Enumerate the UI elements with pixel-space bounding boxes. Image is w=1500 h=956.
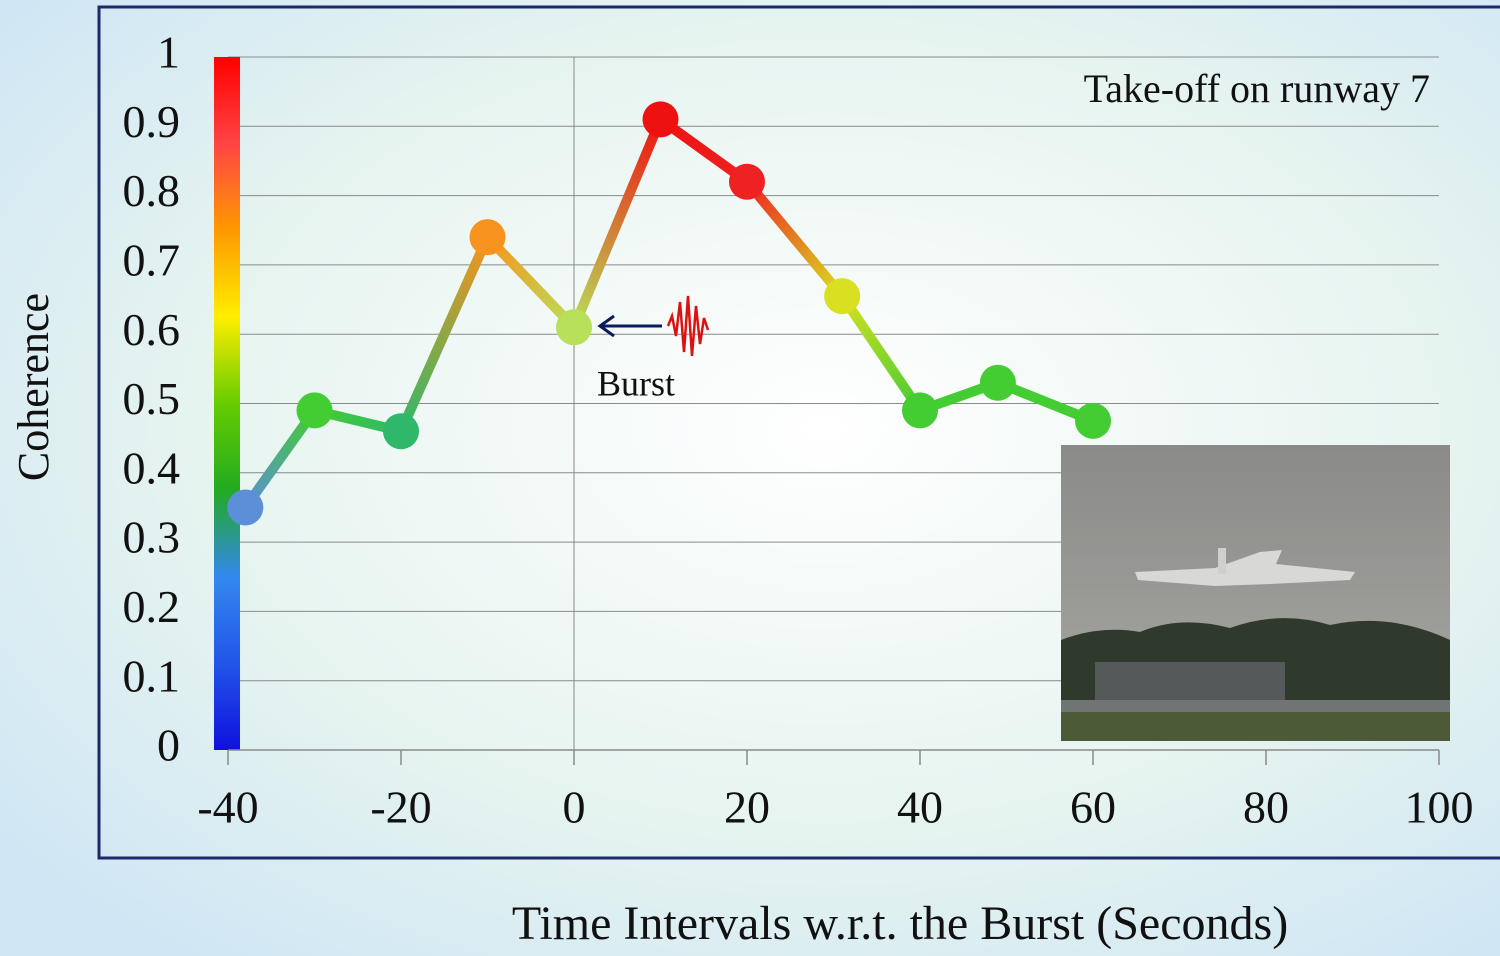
y-tick-label: 1 — [157, 27, 180, 78]
line-segment — [569, 117, 666, 330]
y-tick-label: 0.7 — [123, 234, 181, 285]
y-tick-label: 0.2 — [123, 581, 181, 632]
colorbar — [214, 57, 240, 750]
y-tick-label: 0.8 — [123, 165, 181, 216]
x-tick-label: 20 — [724, 782, 770, 833]
point — [979, 364, 1016, 401]
y-tick-label: 0.3 — [123, 512, 181, 563]
y-axis-label: Coherence — [9, 293, 58, 481]
y-tick-label: 0.9 — [123, 96, 181, 147]
line-segment — [241, 407, 319, 511]
x-tick-label: -40 — [197, 782, 258, 833]
y-tick-label: 0.4 — [123, 442, 181, 493]
frame — [97, 5, 1500, 860]
y-tick-label: 0 — [157, 720, 180, 771]
point — [469, 219, 506, 256]
point — [383, 413, 419, 450]
point — [556, 309, 592, 346]
point — [1075, 402, 1111, 439]
x-axis-label: Time Intervals w.r.t. the Burst (Seconds… — [512, 897, 1288, 950]
line-segment — [396, 235, 493, 434]
x-tick-label: 100 — [1405, 782, 1474, 833]
x-tick-label: 80 — [1243, 782, 1289, 833]
burst-arrow — [597, 295, 710, 357]
x-tick-label: 60 — [1070, 782, 1116, 833]
annotation: Take-off on runway 7 — [1084, 66, 1430, 111]
point — [824, 278, 861, 315]
line-segment — [743, 178, 846, 300]
line-segment — [838, 293, 925, 414]
point — [227, 489, 264, 526]
point — [902, 392, 938, 429]
y-tick-label: 0.1 — [123, 650, 181, 701]
x-tick-label: 0 — [563, 782, 586, 833]
photo-inset — [1061, 445, 1450, 741]
point — [729, 163, 765, 200]
annotation: Burst — [597, 363, 675, 403]
y-tick-label: 0.6 — [123, 304, 181, 355]
x-tick-label: -20 — [370, 782, 431, 833]
line-segment — [483, 233, 578, 331]
point — [642, 101, 679, 138]
y-tick-label: 0.5 — [123, 373, 181, 424]
point — [296, 392, 333, 429]
x-tick-label: 40 — [897, 782, 943, 833]
